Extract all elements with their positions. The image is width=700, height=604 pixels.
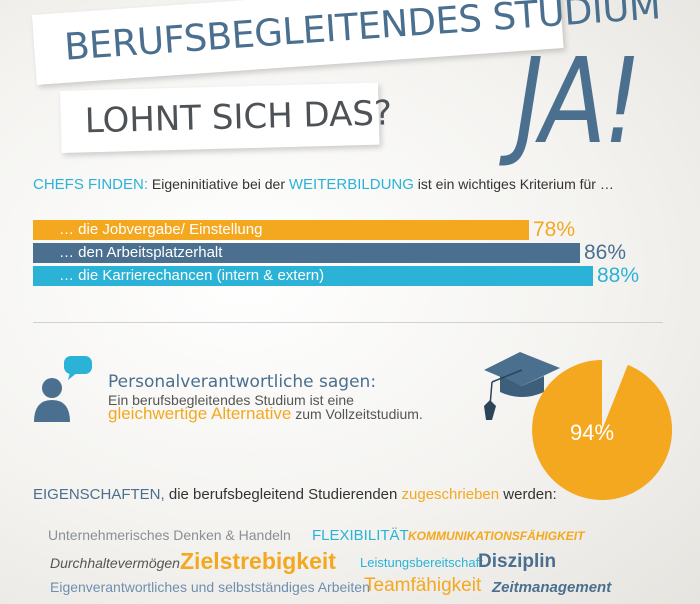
word-leistungsbereitschaft: Leistungsbereitschaft (360, 555, 483, 570)
graduation-cap-icon (484, 352, 560, 420)
bar-label: … die Jobvergabe/ Einstellung (59, 221, 263, 238)
person-icon (34, 356, 92, 422)
bar-jobvergabe: … die Jobvergabe/ Einstellung (33, 220, 529, 240)
statement-heading: Personalverantwortliche sagen: (108, 372, 377, 392)
word-unternehmerisch: Unternehmerisches Denken & Handeln (48, 527, 291, 543)
chefs-highlight: WEITERBILDUNG (288, 176, 414, 193)
word-kommunikation: KOMMUNIKATIONSFÄHIGKEIT (408, 529, 585, 543)
bar-value: 86% (584, 241, 627, 264)
statement-line3: gleichwertige Alternative zum Vollzeitst… (108, 404, 423, 424)
word-teamfaehigkeit: Teamfähigkeit (364, 575, 482, 596)
speech-bubble-icon (64, 356, 92, 380)
eigenschaften-heading: EIGENSCHAFTEN, die berufsbegleitend Stud… (33, 486, 557, 503)
bar-value: 78% (533, 218, 576, 241)
bar-karrierechancen: … die Karrierechancen (intern & extern) (33, 266, 593, 286)
statement-tail: zum Vollzeitstudium. (291, 406, 423, 422)
word-durchhaltevermoegen: Durchhaltevermögen (50, 555, 180, 571)
eigenschaften-text2: werden: (499, 486, 557, 503)
word-zeitmanagement: Zeitmanagement (492, 579, 612, 596)
answer-text: JA! (515, 32, 642, 170)
bar-label: … den Arbeitsplatzerhalt (59, 244, 223, 261)
word-flexibilitaet: FLEXIBILITÄT (312, 527, 409, 544)
bar-label: … die Karrierechancen (intern & extern) (59, 267, 325, 284)
title-banner: BERUFSBEGLEITENDES STUDIUM (32, 0, 662, 85)
word-zielstrebigkeit: Zielstrebigkeit (180, 548, 336, 574)
chefs-statement: CHEFS FINDEN: Eigeninitiative bei der WE… (33, 176, 614, 193)
chefs-text2: ist ein wichtiges Kriterium für … (413, 176, 614, 192)
chefs-label: CHEFS FINDEN: (33, 176, 149, 193)
eigenschaften-highlight: zugeschrieben (401, 486, 500, 503)
bar-value: 88% (597, 264, 640, 287)
chefs-text1: Eigeninitiative bei der (148, 176, 289, 192)
pie-slice (532, 360, 672, 500)
pie-value-label: 94% (570, 420, 614, 445)
subtitle-banner: LOHNT SICH DAS? (60, 82, 392, 153)
statement-highlight: gleichwertige Alternative (108, 404, 292, 423)
word-disziplin: Disziplin (478, 551, 557, 572)
statement-line2: Ein berufsbegleitendes Studium ist eine (108, 392, 354, 408)
pie-chart: 94% (484, 352, 672, 500)
eigenschaften-label: EIGENSCHAFTEN, (33, 486, 165, 503)
title-line2: LOHNT SICH DAS? (84, 93, 393, 142)
divider (33, 322, 663, 323)
word-eigenverantwortlich: Eigenverantwortliches und selbstständige… (50, 579, 370, 595)
bar-arbeitsplatzerhalt: … den Arbeitsplatzerhalt (33, 243, 580, 263)
eigenschaften-text1: die berufsbegleitend Studierenden (164, 486, 402, 503)
